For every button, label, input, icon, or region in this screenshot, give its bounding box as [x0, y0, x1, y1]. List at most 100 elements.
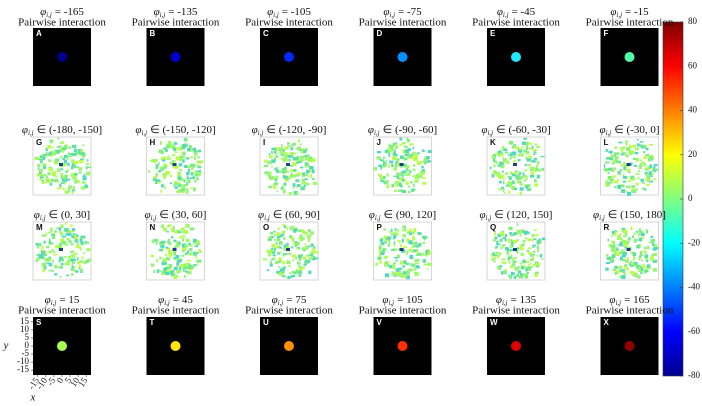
speckle	[63, 188, 65, 190]
speckle	[534, 179, 536, 182]
speckle	[415, 245, 418, 247]
speckle	[384, 181, 388, 184]
speckle	[283, 184, 285, 186]
speckle	[417, 173, 419, 177]
speckle	[621, 189, 625, 193]
speckle	[535, 272, 539, 274]
panel-letter: C	[263, 29, 269, 38]
speckle	[314, 251, 318, 253]
speckle	[640, 141, 644, 143]
panel-letter: O	[263, 223, 269, 232]
speckle	[406, 269, 410, 273]
speckle	[165, 171, 169, 175]
speckle	[605, 268, 608, 271]
speckle	[154, 176, 157, 179]
speckle	[177, 147, 181, 150]
speckle	[85, 260, 89, 263]
speckle	[411, 251, 413, 253]
speckle	[297, 156, 299, 159]
speckle	[180, 255, 183, 257]
speckle	[168, 141, 172, 145]
speckle	[644, 163, 646, 166]
speckle	[57, 146, 59, 148]
speckle	[74, 235, 76, 238]
speckle	[626, 185, 630, 188]
speckle	[635, 183, 638, 185]
speckle	[387, 185, 389, 188]
speckle	[50, 151, 54, 153]
speckle	[310, 169, 312, 172]
speckle	[611, 179, 614, 181]
speckle	[187, 148, 190, 152]
speckle	[303, 247, 307, 250]
speckle	[503, 188, 505, 192]
panel-letter: N	[150, 223, 156, 232]
panel-subtitle: Pairwise interaction	[132, 305, 220, 317]
speckle	[302, 178, 305, 182]
speckle	[187, 166, 190, 168]
speckle	[622, 271, 625, 273]
speckle	[179, 236, 183, 238]
speckle	[66, 275, 69, 277]
panel-letter: D	[377, 29, 383, 38]
speckle	[309, 235, 311, 238]
interaction-dot	[398, 52, 408, 62]
speckle	[621, 249, 625, 252]
speckle	[156, 259, 158, 262]
x-axis-label: x	[30, 392, 36, 404]
speckle	[44, 241, 46, 244]
panel-title: φi,j∈ (-30, 0]	[599, 124, 659, 137]
speckle	[48, 168, 52, 171]
speckle	[164, 262, 167, 265]
core	[59, 163, 63, 166]
speckle	[283, 254, 285, 257]
speckle	[69, 240, 72, 242]
speckle	[422, 182, 426, 185]
speckle	[502, 175, 504, 179]
speckle	[393, 176, 397, 178]
speckle	[155, 181, 157, 184]
speckle	[629, 237, 631, 241]
speckle	[286, 227, 288, 230]
speckle	[163, 259, 167, 262]
panel-letter: W	[490, 318, 498, 327]
speckle	[499, 181, 502, 184]
speckle	[642, 182, 645, 184]
speckle	[159, 257, 161, 260]
panel-letter: L	[604, 138, 609, 147]
speckle	[385, 273, 389, 277]
speckle	[175, 166, 177, 169]
speckle	[188, 252, 192, 255]
speckle	[279, 241, 283, 245]
panel-letter: G	[36, 138, 42, 147]
speckle	[40, 155, 42, 158]
speckle	[52, 147, 54, 149]
speckle	[533, 251, 535, 253]
speckle	[502, 261, 506, 264]
speckle	[522, 240, 525, 242]
speckle	[499, 162, 503, 165]
speckle	[519, 275, 523, 278]
speckle	[179, 163, 182, 166]
speckle	[296, 162, 299, 164]
speckle	[287, 142, 290, 145]
speckle	[618, 142, 622, 144]
speckle	[289, 192, 292, 196]
relation: ∈ (-150, -120]	[150, 124, 215, 136]
speckle	[179, 270, 182, 273]
core	[400, 248, 404, 251]
speckle	[59, 227, 62, 231]
speckle	[639, 230, 643, 232]
speckle	[164, 228, 167, 231]
speckle	[193, 188, 196, 192]
speckle	[264, 172, 267, 174]
speckle	[528, 147, 531, 149]
speckle	[632, 235, 634, 238]
speckle	[403, 260, 406, 263]
speckle	[38, 167, 40, 170]
speckle	[307, 175, 309, 177]
speckle	[524, 175, 527, 177]
speckle	[275, 153, 277, 155]
speckle	[75, 270, 78, 273]
speckle	[77, 180, 79, 183]
